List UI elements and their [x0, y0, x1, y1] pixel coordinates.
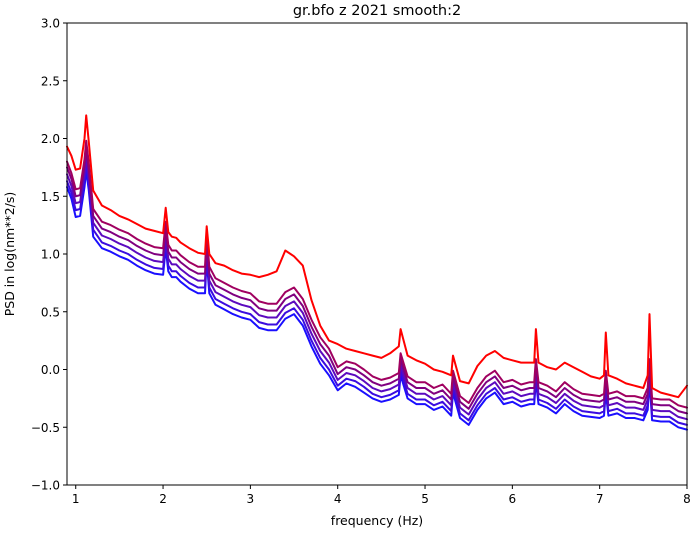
x-tick-label: 1	[72, 492, 80, 506]
x-tick-label: 6	[509, 492, 517, 506]
x-axis-label: frequency (Hz)	[331, 513, 423, 528]
x-tick-label: 7	[596, 492, 604, 506]
y-tick-label: −1.0	[31, 479, 60, 493]
y-tick-label: 2.5	[41, 74, 60, 88]
y-tick-label: 2.0	[41, 132, 60, 146]
y-tick-label: 1.5	[41, 190, 60, 204]
x-tick-label: 4	[334, 492, 342, 506]
series-layer	[66, 114, 688, 431]
series-line-2	[66, 162, 688, 426]
x-tick-label: 5	[421, 492, 429, 506]
y-axis: −1.0 −0.5 0.0 0.5 1.0 1.5 2.0 2.5 3.0	[31, 17, 67, 493]
x-tick-label: 2	[159, 492, 167, 506]
x-tick-label: 8	[683, 492, 691, 506]
y-tick-label: 0.5	[41, 305, 60, 319]
series-line-1	[66, 169, 688, 431]
x-tick-label: 3	[247, 492, 255, 506]
series-line-3	[66, 156, 688, 421]
y-tick-label: 1.0	[41, 248, 60, 262]
y-tick-label: 3.0	[41, 17, 60, 31]
series-line-4	[66, 149, 688, 415]
series-line-5	[66, 139, 688, 409]
chart-title: gr.bfo z 2021 smooth:2	[293, 3, 461, 19]
y-tick-label: 0.0	[41, 363, 60, 377]
x-axis: 1 2 3 4 5 6 7 8	[72, 485, 691, 506]
y-axis-label: PSD in log(nm**2/s)	[2, 192, 17, 317]
series-line-6	[66, 114, 688, 399]
y-tick-label: −0.5	[31, 421, 60, 435]
